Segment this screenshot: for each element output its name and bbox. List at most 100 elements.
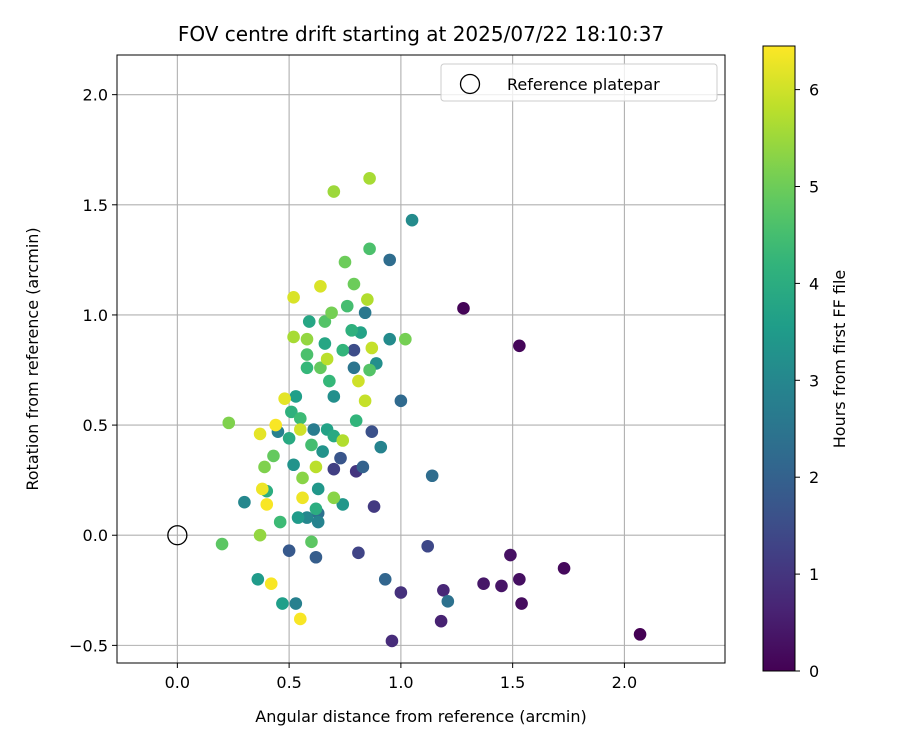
data-point <box>352 374 365 388</box>
data-point <box>255 482 269 496</box>
colorbar-tick-label: 3 <box>809 371 819 390</box>
colorbar-tick-label: 5 <box>809 178 819 197</box>
y-tick-label: 1.5 <box>83 196 108 215</box>
data-point <box>513 339 526 353</box>
data-point <box>253 528 267 542</box>
data-point <box>477 577 490 590</box>
data-point <box>267 449 280 463</box>
data-point <box>289 597 303 610</box>
data-point <box>282 544 296 557</box>
data-point <box>378 572 392 586</box>
data-point <box>222 416 236 430</box>
data-point <box>457 302 470 315</box>
data-point <box>296 491 309 505</box>
data-point <box>340 299 354 313</box>
data-point <box>336 343 350 357</box>
data-point <box>385 634 399 648</box>
data-point <box>338 255 352 269</box>
data-point <box>513 572 526 586</box>
data-point <box>302 315 316 328</box>
data-point <box>515 597 528 610</box>
data-point <box>352 546 365 560</box>
data-point <box>325 306 338 320</box>
data-point <box>327 185 341 198</box>
legend-reference-marker <box>459 73 481 95</box>
data-point <box>289 390 303 403</box>
data-point <box>349 414 363 427</box>
data-point <box>363 172 376 185</box>
data-point <box>300 332 314 346</box>
data-point <box>307 423 321 436</box>
data-point <box>356 460 370 474</box>
data-point <box>311 515 325 529</box>
data-point <box>305 535 318 549</box>
colorbar-tick-label: 0 <box>809 662 819 681</box>
x-tick-label: 2.0 <box>612 673 637 692</box>
data-point <box>276 597 289 610</box>
data-point <box>327 491 341 505</box>
data-point <box>287 291 300 304</box>
data-point <box>504 548 517 562</box>
data-point <box>285 405 298 419</box>
x-axis-label: Angular distance from reference (arcmin) <box>255 707 586 726</box>
data-point <box>405 213 419 227</box>
data-point <box>300 511 314 524</box>
data-point <box>258 460 271 474</box>
data-point <box>309 550 323 564</box>
colorbar-label: Hours from first FF file <box>830 270 849 449</box>
data-point <box>296 471 309 485</box>
data-point <box>327 462 341 476</box>
data-point <box>394 394 408 408</box>
data-point <box>287 330 300 344</box>
data-point <box>345 324 359 337</box>
data-point <box>309 502 323 516</box>
data-point <box>437 584 450 597</box>
reference-marker-layer <box>167 525 188 546</box>
reference-platepar-marker <box>167 525 188 546</box>
y-tick-label: 0.0 <box>83 526 108 545</box>
data-point <box>293 412 307 425</box>
data-point <box>327 390 341 403</box>
data-point <box>300 348 314 361</box>
y-axis-label: Rotation from reference (arcmin) <box>23 227 42 490</box>
data-point <box>425 469 439 483</box>
data-point <box>238 495 251 509</box>
data-point <box>318 337 332 350</box>
data-point <box>253 427 267 441</box>
data-point <box>347 361 361 375</box>
data-point <box>495 579 508 593</box>
data-point <box>557 561 571 575</box>
data-point <box>633 628 647 641</box>
data-point <box>361 293 374 306</box>
x-tick-label: 1.5 <box>500 673 525 692</box>
data-point <box>323 374 336 388</box>
plot-area <box>117 55 725 663</box>
y-tick-label: −0.5 <box>69 636 108 655</box>
data-point <box>334 451 347 465</box>
data-point <box>316 445 329 458</box>
data-point <box>367 500 381 513</box>
data-point <box>293 612 307 626</box>
data-points <box>215 172 647 648</box>
colorbar-tick-label: 4 <box>809 274 819 293</box>
data-point <box>320 352 334 366</box>
data-point <box>305 438 318 452</box>
data-point <box>336 434 350 447</box>
data-point <box>347 277 361 291</box>
data-point <box>394 586 408 599</box>
data-point <box>358 394 372 408</box>
chart-title: FOV centre drift starting at 2025/07/22 … <box>178 22 664 46</box>
colorbar-tick-label: 1 <box>809 565 819 584</box>
plot-frame <box>116 54 726 664</box>
data-point <box>383 332 397 346</box>
data-point <box>314 361 327 375</box>
axis-ticks: 0.0 0.5 1.0 1.5 2.0 −0.5 0.0 0.5 1.0 1.5 2.0 <box>69 86 637 692</box>
data-point <box>287 458 300 472</box>
data-point <box>215 537 229 551</box>
data-point <box>282 432 296 445</box>
colorbar-tick-label: 2 <box>809 468 819 487</box>
data-point <box>399 332 412 346</box>
data-point <box>383 253 397 267</box>
data-point <box>291 511 305 524</box>
data-point <box>269 418 283 432</box>
